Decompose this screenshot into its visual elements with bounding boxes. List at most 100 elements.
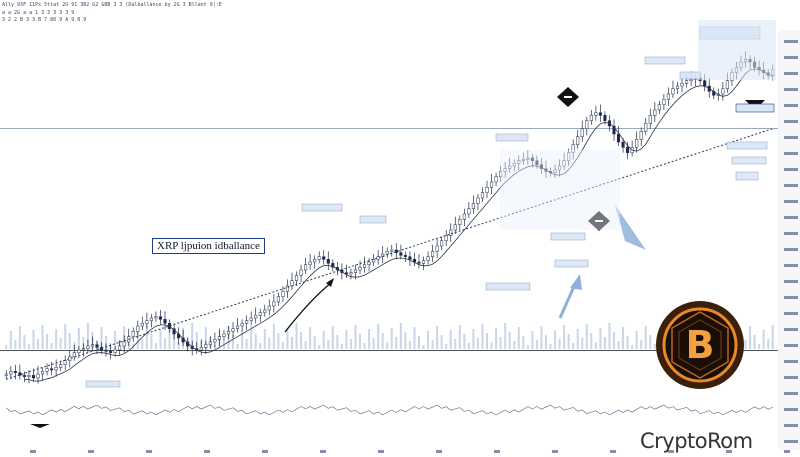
price-axis-tick (784, 424, 798, 427)
volume-bar (526, 345, 529, 349)
candle-body (635, 139, 639, 148)
candle-body (675, 85, 680, 89)
bitcoin-coin-icon: B (656, 301, 744, 389)
candle-body (86, 345, 90, 349)
volume-bar (313, 336, 316, 349)
price-axis-tick (784, 264, 798, 267)
candle-body (140, 323, 144, 327)
volume-bar (567, 334, 570, 349)
candle-body (204, 344, 208, 348)
volume-bar (531, 331, 534, 349)
candle-body (104, 349, 108, 352)
volume-bar (177, 342, 180, 349)
time-axis-tick (378, 450, 384, 453)
volume-bar (363, 343, 366, 349)
candle-body (90, 344, 94, 347)
volume-bar (77, 328, 80, 349)
candle-body (299, 269, 303, 276)
candle-body (685, 80, 689, 84)
volume-bar (445, 344, 448, 349)
candle-body (480, 192, 485, 199)
volume-bar (622, 327, 625, 349)
volume-bar (399, 323, 402, 349)
price-axis-tick (784, 40, 798, 43)
candle-body (471, 203, 475, 209)
candle-body (254, 315, 258, 319)
volume-bar (349, 339, 352, 349)
volume-bar (368, 329, 371, 349)
volume-bar (86, 323, 89, 349)
volume-bar (381, 333, 384, 349)
volume-bar (771, 325, 774, 349)
volume-bar (608, 323, 611, 349)
volume-bar (440, 335, 443, 349)
candle-body (576, 136, 580, 145)
volume-bar (544, 335, 547, 349)
volume-bar (603, 337, 606, 349)
volume-bar (431, 340, 434, 349)
price-axis-tick (784, 296, 798, 299)
volume-bar (653, 344, 656, 349)
candle-body (653, 109, 657, 116)
volume-bar (404, 332, 407, 349)
volume-bar (535, 340, 538, 349)
candle-body (122, 341, 126, 347)
price-axis-tick (784, 248, 798, 251)
chart-title-box: XRP ljpuion idballance (152, 238, 265, 254)
volume-bar (82, 337, 85, 349)
volume-bar (572, 343, 575, 349)
volume-bar (250, 325, 253, 349)
price-axis-tick (784, 312, 798, 315)
volume-bar (617, 341, 620, 349)
volume-bar (245, 339, 248, 349)
volume-bar (37, 339, 40, 349)
time-axis-tick (726, 450, 732, 453)
volume-bar (576, 329, 579, 349)
volume-bar (372, 338, 375, 349)
candle-body (272, 301, 276, 307)
volume-bar (277, 333, 280, 349)
candle-body (77, 349, 81, 353)
candle-body (530, 157, 534, 161)
candle-body (462, 213, 466, 220)
candle-body (372, 259, 376, 263)
volume-bar (458, 325, 461, 349)
price-axis-tick (784, 376, 798, 379)
volume-bar (594, 342, 597, 349)
price-axis-tick (784, 88, 798, 91)
volume-bar (340, 344, 343, 349)
price-zone-label (301, 203, 343, 212)
candle-body (285, 285, 290, 292)
candle-body (331, 263, 335, 268)
candle-body (453, 224, 457, 231)
candle-body (517, 160, 521, 164)
volume-bar (581, 338, 584, 349)
price-axis-tick (784, 232, 798, 235)
volume-bar (612, 332, 615, 349)
volume-bar (318, 345, 321, 349)
candle-body (31, 375, 36, 379)
candle-body (394, 249, 398, 253)
down-arrow (615, 205, 646, 250)
volume-bar (354, 325, 357, 349)
volume-bar (5, 345, 8, 349)
volume-bar (150, 334, 153, 349)
volume-bar (50, 343, 53, 349)
curved-arrow-head (326, 278, 334, 287)
price-zone-label (85, 380, 121, 388)
volume-bar (386, 342, 389, 349)
volume-bar (145, 325, 148, 349)
volume-bar (449, 330, 452, 349)
trendline (6, 128, 773, 380)
price-axis-tick (784, 184, 798, 187)
candle-body (680, 83, 684, 87)
volume-bar (390, 328, 393, 349)
volume-bar (599, 328, 602, 349)
candle-body (344, 272, 348, 275)
candle-body (666, 93, 670, 100)
candle-body (539, 164, 543, 169)
candle-body (41, 371, 45, 375)
volume-bar (504, 323, 507, 349)
candle-body (408, 256, 412, 260)
candle-body (263, 309, 267, 313)
